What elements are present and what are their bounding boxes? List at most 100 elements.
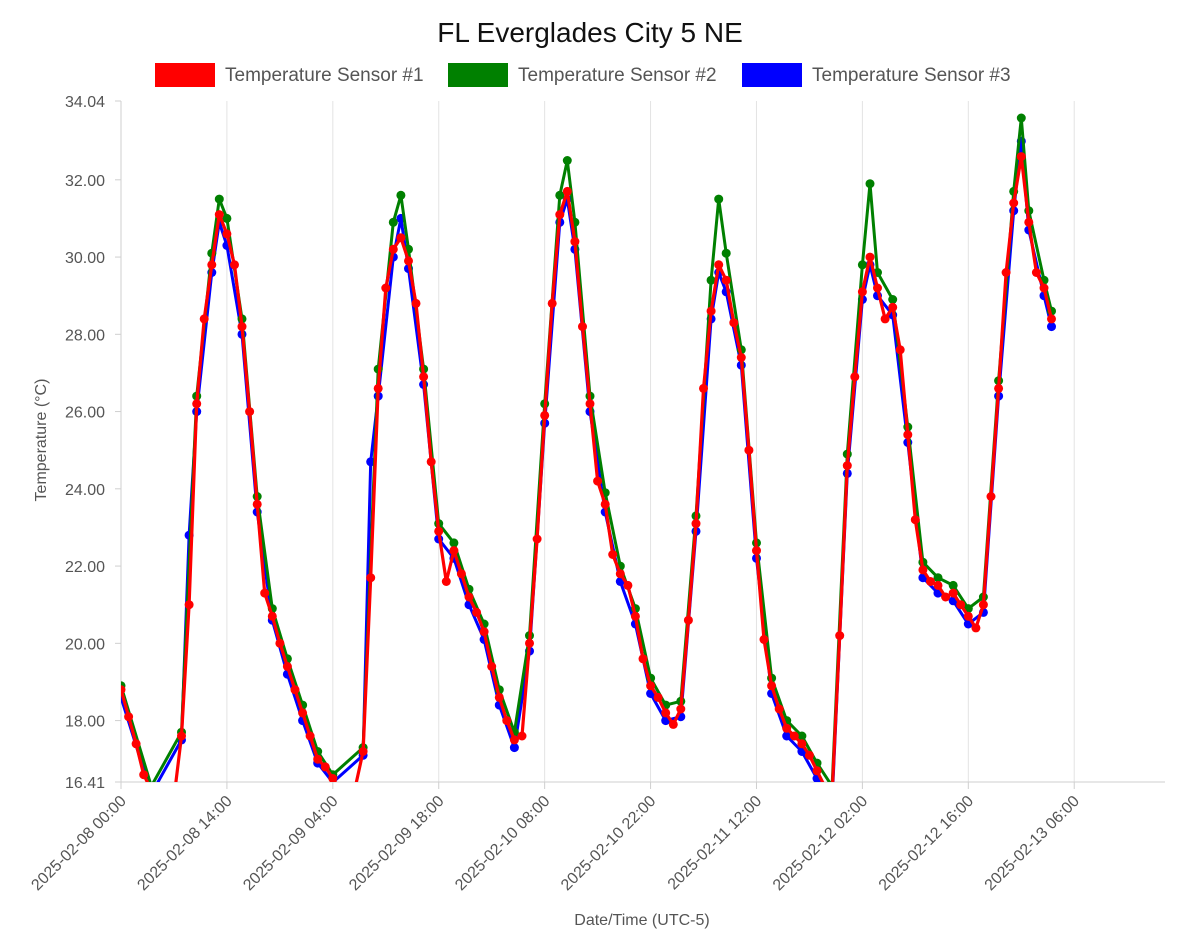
data-point-sensor-1[interactable] xyxy=(426,457,436,467)
data-point-sensor-2[interactable] xyxy=(706,275,716,285)
data-point-sensor-1[interactable] xyxy=(835,631,845,641)
data-point-sensor-1[interactable] xyxy=(472,607,482,617)
data-point-sensor-1[interactable] xyxy=(290,685,300,695)
data-point-sensor-1[interactable] xyxy=(986,492,996,501)
data-point-sensor-1[interactable] xyxy=(214,210,224,220)
legend-item-sensor-1[interactable]: Temperature Sensor #1 xyxy=(155,63,424,87)
data-point-sensor-1[interactable] xyxy=(661,708,671,718)
data-point-sensor-1[interactable] xyxy=(714,260,724,270)
data-point-sensor-1[interactable] xyxy=(222,229,232,239)
data-point-sensor-1[interactable] xyxy=(358,747,368,756)
data-point-sensor-1[interactable] xyxy=(117,685,126,695)
data-point-sensor-1[interactable] xyxy=(804,750,814,760)
data-point-sensor-1[interactable] xyxy=(918,565,928,575)
data-point-sensor-1[interactable] xyxy=(305,731,315,741)
data-point-sensor-1[interactable] xyxy=(1024,217,1034,227)
data-point-sensor-3[interactable] xyxy=(1047,322,1056,332)
legend-item-sensor-3[interactable]: Temperature Sensor #3 xyxy=(742,63,1011,87)
data-point-sensor-1[interactable] xyxy=(177,731,186,741)
data-point-sensor-1[interactable] xyxy=(646,681,656,691)
data-point-sensor-1[interactable] xyxy=(865,252,875,262)
data-point-sensor-1[interactable] xyxy=(971,623,981,633)
data-point-sensor-1[interactable] xyxy=(456,569,466,579)
data-point-sensor-1[interactable] xyxy=(540,410,550,420)
data-point-sensor-3[interactable] xyxy=(782,731,792,741)
data-point-sensor-1[interactable] xyxy=(245,407,255,417)
data-point-sensor-2[interactable] xyxy=(865,179,875,189)
data-point-sensor-1[interactable] xyxy=(903,430,913,440)
data-point-sensor-1[interactable] xyxy=(933,580,943,590)
data-point-sensor-1[interactable] xyxy=(547,298,557,308)
data-point-sensor-1[interactable] xyxy=(926,577,935,586)
data-point-sensor-1[interactable] xyxy=(699,383,708,393)
data-point-sensor-2[interactable] xyxy=(1016,113,1026,123)
data-point-sensor-1[interactable] xyxy=(630,611,640,621)
data-point-sensor-1[interactable] xyxy=(759,635,769,644)
data-point-sensor-1[interactable] xyxy=(706,306,716,316)
data-point-sensor-1[interactable] xyxy=(373,383,383,393)
data-point-sensor-1[interactable] xyxy=(1016,152,1026,162)
data-point-sensor-3[interactable] xyxy=(509,743,519,753)
data-point-sensor-2[interactable] xyxy=(714,194,724,204)
data-point-sensor-1[interactable] xyxy=(184,600,194,610)
data-point-sensor-2[interactable] xyxy=(721,248,731,258)
data-point-sensor-1[interactable] xyxy=(668,719,678,729)
data-point-sensor-1[interactable] xyxy=(1039,283,1049,293)
data-point-sensor-1[interactable] xyxy=(192,399,202,409)
data-point-sensor-1[interactable] xyxy=(570,237,580,247)
data-point-sensor-1[interactable] xyxy=(812,766,822,776)
data-point-sensor-1[interactable] xyxy=(857,287,867,297)
data-point-sensor-1[interactable] xyxy=(298,708,308,718)
data-point-sensor-1[interactable] xyxy=(888,302,898,312)
data-point-sensor-1[interactable] xyxy=(509,735,519,745)
data-point-sensor-1[interactable] xyxy=(873,283,882,293)
data-point-sensor-1[interactable] xyxy=(366,573,376,583)
data-point-sensor-1[interactable] xyxy=(1047,314,1056,324)
data-point-sensor-1[interactable] xyxy=(1009,198,1019,208)
data-point-sensor-1[interactable] xyxy=(948,588,958,598)
data-point-sensor-1[interactable] xyxy=(320,762,330,772)
data-point-sensor-1[interactable] xyxy=(744,445,754,455)
data-point-sensor-1[interactable] xyxy=(721,275,731,285)
data-point-sensor-1[interactable] xyxy=(388,244,398,254)
data-point-sensor-2[interactable] xyxy=(933,573,943,583)
data-point-sensor-1[interactable] xyxy=(638,654,648,664)
data-point-sensor-1[interactable] xyxy=(1031,268,1041,277)
data-point-sensor-2[interactable] xyxy=(857,260,867,270)
data-point-sensor-1[interactable] xyxy=(850,372,860,382)
data-point-sensor-2[interactable] xyxy=(396,190,406,200)
data-point-sensor-1[interactable] xyxy=(774,704,784,714)
data-point-sensor-1[interactable] xyxy=(525,638,534,648)
data-point-sensor-1[interactable] xyxy=(941,592,951,602)
data-point-sensor-2[interactable] xyxy=(555,190,565,200)
legend-item-sensor-2[interactable]: Temperature Sensor #2 xyxy=(448,63,717,87)
data-point-sensor-1[interactable] xyxy=(842,461,852,471)
data-point-sensor-1[interactable] xyxy=(1001,268,1011,277)
data-point-sensor-1[interactable] xyxy=(736,353,746,362)
data-point-sensor-1[interactable] xyxy=(797,739,807,749)
data-point-sensor-1[interactable] xyxy=(789,731,799,741)
data-point-sensor-1[interactable] xyxy=(593,476,603,486)
data-point-sensor-1[interactable] xyxy=(237,322,247,332)
data-point-sensor-1[interactable] xyxy=(328,774,338,783)
data-point-sensor-1[interactable] xyxy=(963,611,973,621)
data-point-sensor-1[interactable] xyxy=(282,662,292,671)
data-point-sensor-2[interactable] xyxy=(214,194,224,204)
data-point-sensor-1[interactable] xyxy=(782,723,792,733)
data-point-sensor-1[interactable] xyxy=(615,569,625,579)
data-point-sensor-1[interactable] xyxy=(600,499,610,509)
data-point-sensor-1[interactable] xyxy=(910,515,920,525)
data-point-sensor-2[interactable] xyxy=(449,538,459,548)
data-point-sensor-1[interactable] xyxy=(124,712,134,722)
data-point-sensor-1[interactable] xyxy=(131,739,141,749)
data-point-sensor-1[interactable] xyxy=(419,372,429,382)
data-point-sensor-1[interactable] xyxy=(562,186,572,196)
data-point-sensor-1[interactable] xyxy=(275,638,285,648)
data-point-sensor-2[interactable] xyxy=(948,580,958,590)
data-point-sensor-1[interactable] xyxy=(608,550,618,559)
data-point-sensor-1[interactable] xyxy=(434,526,444,536)
data-point-sensor-1[interactable] xyxy=(994,383,1004,393)
data-point-sensor-1[interactable] xyxy=(978,600,988,610)
data-point-sensor-2[interactable] xyxy=(222,213,232,223)
data-point-sensor-2[interactable] xyxy=(888,295,898,304)
